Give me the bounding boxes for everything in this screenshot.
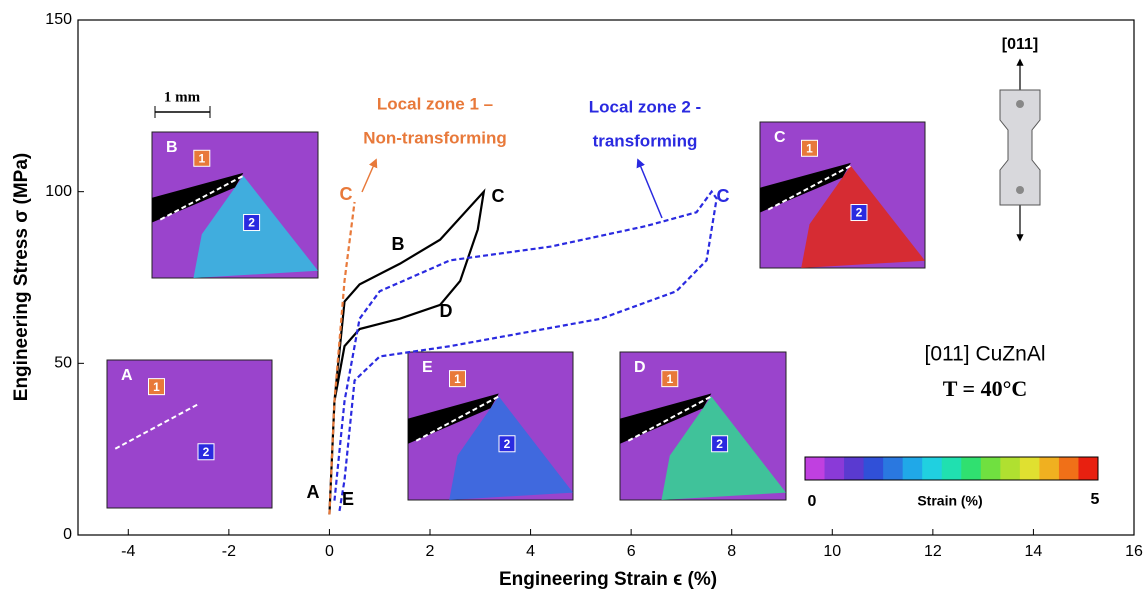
colorbar-cell xyxy=(1020,457,1040,480)
x-tick-label: 6 xyxy=(627,543,636,560)
point-label: C xyxy=(717,186,730,206)
colorbar-min: 0 xyxy=(808,493,817,510)
colorbar-cell xyxy=(844,457,864,480)
x-tick-label: -4 xyxy=(121,543,135,560)
temperature-label: T = 40°C xyxy=(943,376,1028,401)
x-tick-label: 12 xyxy=(924,543,942,560)
colorbar-cell xyxy=(1059,457,1079,480)
zone-label: 1 xyxy=(666,372,673,386)
x-tick-label: 8 xyxy=(727,543,736,560)
inset: E 1 2 xyxy=(408,352,573,500)
y-tick-label: 0 xyxy=(63,526,72,543)
annotation: transforming xyxy=(593,131,698,150)
inset-label: E xyxy=(422,359,433,376)
colorbar-cell xyxy=(903,457,923,480)
inset-label: B xyxy=(166,139,178,156)
colorbar-cell xyxy=(864,457,884,480)
y-tick-label: 150 xyxy=(45,11,72,28)
colorbar-cell xyxy=(883,457,903,480)
zone-label: 2 xyxy=(504,437,511,451)
colorbar-cell xyxy=(1078,457,1098,480)
point-label: B xyxy=(392,234,405,254)
inset: A 1 2 xyxy=(107,360,272,508)
chart: Engineering Strain ϵ (%) Engineering Str… xyxy=(0,0,1146,595)
y-tick-label: 50 xyxy=(54,355,72,372)
colorbar-cell xyxy=(1039,457,1059,480)
zone-label: 2 xyxy=(203,445,210,459)
colorbar-cell xyxy=(805,457,825,480)
inset: D 1 2 xyxy=(620,352,786,500)
specimen-hole xyxy=(1016,100,1024,108)
colorbar-cell xyxy=(1000,457,1020,480)
x-tick-label: 0 xyxy=(325,543,334,560)
zone-label: 1 xyxy=(454,372,461,386)
annotation: Local zone 1 – xyxy=(377,94,493,113)
inset-label: A xyxy=(121,367,133,384)
x-tick-label: 4 xyxy=(526,543,535,560)
point-label: D xyxy=(440,301,453,321)
scale-bar-label: 1 mm xyxy=(164,89,201,105)
zone-label: 2 xyxy=(716,437,723,451)
page: Engineering Strain ϵ (%) Engineering Str… xyxy=(0,0,1146,600)
annotation: Local zone 2 - xyxy=(589,97,701,116)
x-tick-label: 2 xyxy=(426,543,435,560)
zone-label: 2 xyxy=(248,216,255,230)
point-label: A xyxy=(307,482,320,502)
annotation: Non-transforming xyxy=(363,128,507,147)
zone-label: 1 xyxy=(153,380,160,394)
annotation-arrow xyxy=(638,160,662,218)
direction-label: [011] xyxy=(1002,36,1038,53)
inset: C 1 2 xyxy=(760,122,925,268)
colorbar-cell xyxy=(922,457,942,480)
point-label: E xyxy=(342,489,354,509)
point-label: C xyxy=(492,186,505,206)
specimen-hole xyxy=(1016,186,1024,194)
colorbar-cell xyxy=(942,457,962,480)
inset: B 1 2 xyxy=(152,132,318,278)
colorbar-cell xyxy=(825,457,845,480)
y-axis-label: Engineering Stress σ (MPa) xyxy=(11,153,32,401)
x-tick-label: 14 xyxy=(1025,543,1043,560)
x-tick-label: 10 xyxy=(823,543,841,560)
zone-label: 1 xyxy=(198,151,205,165)
zone-label: 1 xyxy=(806,141,813,155)
colorbar-label: Strain (%) xyxy=(917,493,982,509)
material-label: [011] CuZnAl xyxy=(924,343,1045,366)
annotation-arrow xyxy=(362,160,376,192)
zone-label: 2 xyxy=(856,206,863,220)
colorbar-cell xyxy=(961,457,981,480)
colorbar-cell xyxy=(981,457,1001,480)
y-tick-label: 100 xyxy=(45,183,72,200)
x-axis-label: Engineering Strain ϵ (%) xyxy=(499,569,717,590)
point-label: C xyxy=(340,184,353,204)
x-tick-label: -2 xyxy=(222,543,236,560)
inset-label: D xyxy=(634,359,646,376)
inset-label: C xyxy=(774,129,786,146)
x-tick-label: 16 xyxy=(1125,543,1143,560)
colorbar-max: 5 xyxy=(1091,491,1100,508)
